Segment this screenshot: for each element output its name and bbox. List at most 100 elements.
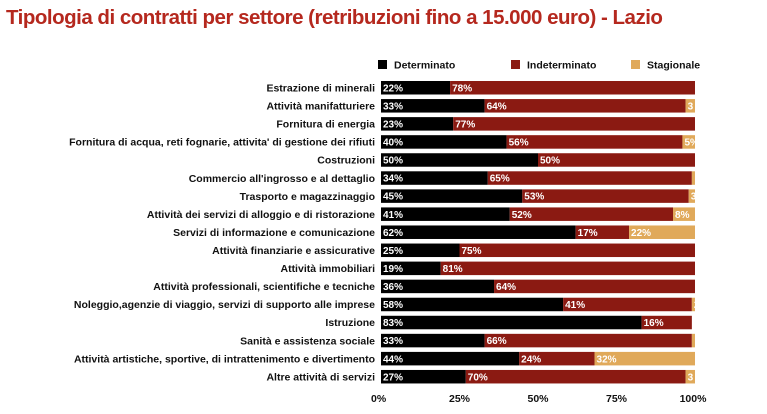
data-label: 50% bbox=[540, 156, 560, 167]
data-label: 27% bbox=[383, 372, 403, 383]
bar-segment-stagionale bbox=[691, 297, 695, 312]
bar-segment-stagionale bbox=[685, 99, 695, 113]
bar-segment-determinato bbox=[381, 351, 520, 366]
category-label: Istruzione bbox=[325, 317, 375, 329]
legend-label: Indeterminato bbox=[527, 60, 596, 72]
bar-segment-indeterminato bbox=[484, 333, 692, 348]
category-label: Attività professionali, scientifiche e t… bbox=[153, 281, 375, 293]
x-axis: 0% 25% 50% 75% 100% bbox=[371, 393, 707, 405]
bar-segment-stagionale bbox=[673, 207, 695, 221]
data-label: 58% bbox=[383, 300, 403, 311]
category-label: Altre attività di servizi bbox=[266, 371, 375, 383]
data-label: 83% bbox=[383, 318, 403, 329]
data-label: 32% bbox=[597, 354, 617, 365]
bar-segment-stagionale bbox=[688, 189, 695, 203]
bar-segment-stagionale bbox=[685, 369, 695, 384]
bar-segment-indeterminato bbox=[453, 117, 695, 131]
data-label: 53% bbox=[524, 192, 544, 203]
data-label: 41% bbox=[383, 210, 403, 221]
x-tick-label: 50% bbox=[527, 393, 549, 405]
data-label: 65% bbox=[490, 174, 510, 185]
bar-segment-indeterminato bbox=[440, 261, 695, 276]
data-label: 16% bbox=[644, 318, 664, 329]
legend-swatch-determinato bbox=[378, 60, 387, 69]
data-label: 34% bbox=[383, 174, 403, 185]
bar-segment-indeterminato bbox=[575, 225, 630, 239]
category-label: Sanità e assistenza sociale bbox=[240, 335, 375, 347]
data-label: 62% bbox=[383, 228, 403, 239]
bar-segment-determinato bbox=[381, 81, 451, 95]
data-label: 50% bbox=[383, 156, 403, 167]
bar-segment-determinato bbox=[381, 369, 466, 384]
data-label: 56% bbox=[509, 138, 529, 149]
bar-segment-determinato bbox=[381, 279, 495, 294]
data-label: 64% bbox=[496, 282, 516, 293]
bar-segment-indeterminato bbox=[563, 297, 692, 312]
category-label: Attività finanziarie e assicurative bbox=[212, 245, 375, 257]
bar-segment-determinato bbox=[381, 135, 507, 149]
bar-segment-indeterminato bbox=[506, 135, 683, 149]
bar-segment-indeterminato bbox=[538, 153, 695, 167]
bar-segment-determinato bbox=[381, 297, 564, 312]
bar-segment-indeterminato bbox=[522, 189, 689, 203]
data-label: 78% bbox=[452, 83, 472, 94]
data-label: 25% bbox=[383, 246, 403, 257]
bar-segment-determinato bbox=[381, 99, 485, 113]
data-label: 77% bbox=[455, 119, 475, 130]
data-label: 52% bbox=[512, 210, 532, 221]
data-label: 40% bbox=[383, 138, 403, 149]
bar-segment-determinato bbox=[381, 315, 642, 330]
data-label: 81% bbox=[443, 264, 463, 275]
category-label: Estrazione di minerali bbox=[266, 82, 375, 94]
category-label: Noleggio,agenzie di viaggio, servizi di … bbox=[74, 299, 375, 311]
category-label: Trasporto e magazzinaggio bbox=[240, 191, 375, 203]
bar-segment-stagionale bbox=[691, 171, 695, 185]
bar-segment-determinato bbox=[381, 225, 576, 239]
bar-segment-indeterminato bbox=[494, 279, 695, 294]
legend-label: Determinato bbox=[394, 60, 455, 72]
bar-segment-indeterminato bbox=[465, 369, 686, 384]
bar-segment-indeterminato bbox=[450, 81, 695, 95]
data-label: 45% bbox=[383, 192, 403, 203]
bar-segment-determinato bbox=[381, 153, 538, 167]
bar-segment-determinato bbox=[381, 117, 454, 131]
bar-segment-indeterminato bbox=[641, 315, 692, 330]
data-label: 41% bbox=[565, 300, 585, 311]
data-label: 64% bbox=[487, 101, 507, 112]
data-label: 17% bbox=[578, 228, 598, 239]
x-tick-label: 25% bbox=[449, 393, 471, 405]
bar-segment-stagionale bbox=[629, 225, 695, 239]
data-label: 22% bbox=[383, 83, 403, 94]
bar-segment-indeterminato bbox=[484, 99, 686, 113]
data-label: 22% bbox=[631, 228, 651, 239]
data-label: 5% bbox=[684, 138, 699, 149]
category-label: Costruzioni bbox=[317, 155, 375, 167]
bar-segment-indeterminato bbox=[509, 207, 674, 221]
bars: 22% 78% 33% 64% 3 23% 77% 40% 56% 5% 50% 50% 34% 65% 4… bbox=[381, 81, 700, 384]
bar-segment-indeterminato bbox=[487, 171, 692, 185]
bar-segment-determinato bbox=[381, 171, 488, 185]
data-label: 3 bbox=[688, 101, 694, 112]
data-label: 3 bbox=[691, 192, 697, 203]
category-label: Commercio all'ingrosso e al dettaglio bbox=[189, 173, 375, 185]
chart-title: Tipologia di contratti per settore (retr… bbox=[6, 6, 663, 29]
legend-label: Stagionale bbox=[647, 60, 700, 72]
x-tick-label: 100% bbox=[680, 393, 708, 405]
x-tick-label: 0% bbox=[371, 393, 387, 405]
bar-segment-determinato bbox=[381, 207, 510, 221]
data-label: 66% bbox=[487, 336, 507, 347]
data-label: 3 bbox=[688, 372, 694, 383]
category-label: Attività immobiliari bbox=[280, 263, 375, 275]
bar-segment-stagionale bbox=[594, 351, 695, 366]
category-label: Attività dei servizi di alloggio e di ri… bbox=[147, 209, 375, 221]
category-label: Fornitura di energia bbox=[276, 119, 375, 131]
category-label: Attività manifatturiere bbox=[266, 101, 375, 113]
data-label: 19% bbox=[383, 264, 403, 275]
category-label: Servizi di informazione e comunicazione bbox=[173, 227, 375, 239]
data-label: 70% bbox=[468, 372, 488, 383]
category-label: Fornitura di acqua, reti fognarie, attiv… bbox=[69, 137, 375, 149]
bar-segment-indeterminato bbox=[459, 243, 695, 258]
data-label: 33% bbox=[383, 101, 403, 112]
data-label: 24% bbox=[521, 354, 541, 365]
